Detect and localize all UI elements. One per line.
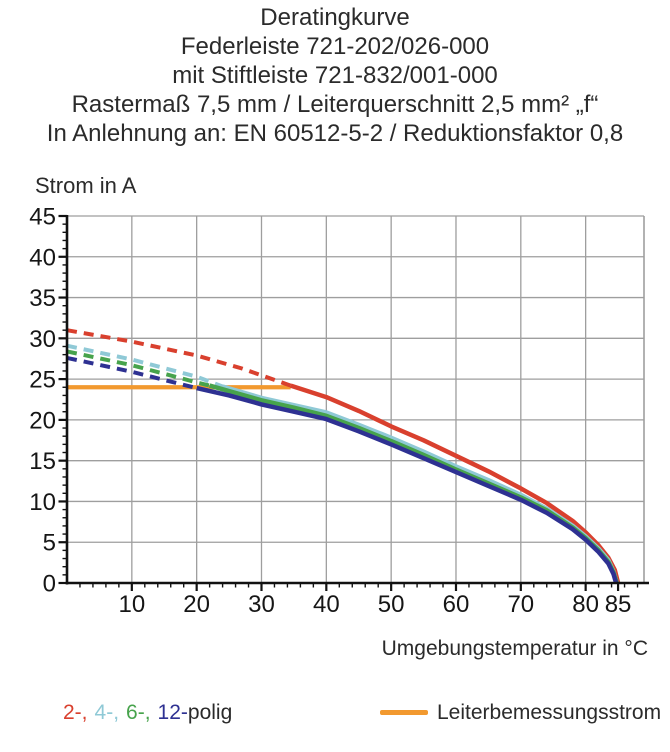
series-6-polig-solid (208, 383, 619, 584)
legend-pole-item: polig (187, 701, 233, 724)
chart-title-block: Deratingkurve Federleiste 721-202/026-00… (0, 3, 670, 148)
x-tick-label: 80 (572, 591, 599, 618)
legend-pole-counts: 2-, 4-, 6-, 12-polig (63, 701, 232, 725)
series-4-polig-solid (221, 384, 619, 584)
legend-pole-item: 4-, (94, 701, 120, 724)
series-2-polig-dashed (66, 328, 292, 388)
y-tick-label: 45 (29, 204, 56, 231)
title-line-pitch-wire: Rastermaß 7,5 mm / Leiterquerschnitt 2,5… (71, 91, 599, 118)
title-line-part-number-1: Federleiste 721-202/026-000 (180, 33, 490, 60)
legend-pole-item: 2-, (63, 701, 88, 724)
x-tick-label: 50 (378, 591, 405, 618)
x-axis-title: Umgebungstemperatur in °C (381, 637, 648, 660)
series-12-polig-dashed (66, 355, 198, 391)
x-tick-label: 60 (443, 591, 470, 618)
rated-current-line-swatch (380, 710, 428, 715)
x-tick-label: 85 (605, 591, 632, 618)
x-tick-label: 10 (118, 591, 145, 618)
y-tick-label: 40 (29, 244, 56, 271)
y-tick-label: 30 (29, 326, 56, 353)
y-tick-label: 35 (29, 285, 56, 312)
series-12-polig-solid (196, 385, 619, 584)
series-2-polig-solid (290, 383, 621, 584)
y-tick-label: 0 (43, 571, 56, 598)
legend-pole-item: 12- (157, 701, 188, 724)
y-tick-label: 5 (43, 530, 56, 557)
y-tick-label: 15 (29, 448, 56, 475)
title-line-standard: In Anlehnung an: EN 60512-5-2 / Reduktio… (46, 120, 624, 147)
x-tick-label: 70 (507, 591, 534, 618)
title-line-main: Deratingkurve (260, 4, 410, 31)
y-axis-title: Strom in A (35, 173, 137, 198)
x-tick-label: 40 (313, 591, 340, 618)
series-6-polig-dashed (66, 349, 211, 388)
y-tick-label: 10 (29, 489, 56, 516)
x-tick-label: 30 (248, 591, 275, 618)
x-tick-label: 20 (183, 591, 210, 618)
y-tick-label: 25 (29, 367, 56, 394)
legend-pole-item: 6-, (126, 701, 151, 724)
y-tick-label: 20 (29, 407, 56, 434)
title-line-part-number-2: mit Stiftleiste 721-832/001-000 (172, 62, 498, 89)
rated-current-legend-label: Leiterbemessungsstrom (437, 701, 662, 724)
series-4-polig-dashed (66, 343, 224, 389)
